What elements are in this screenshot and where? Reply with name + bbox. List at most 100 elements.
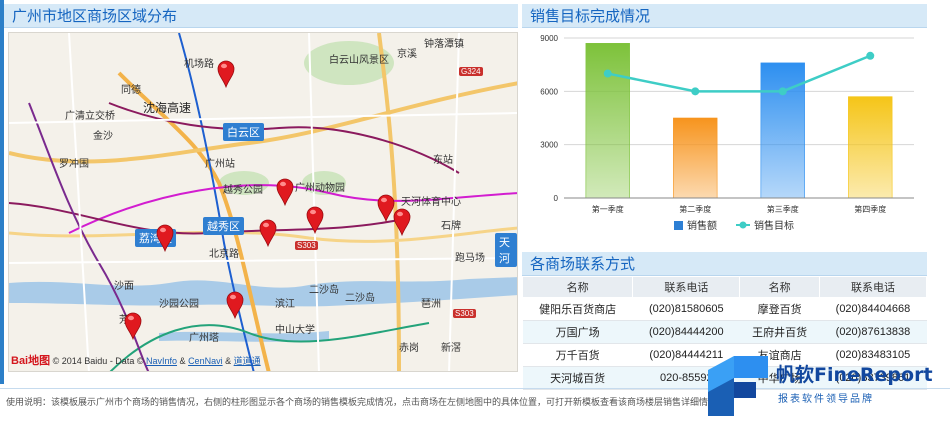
x-tick-label: 第二季度 — [679, 204, 711, 214]
map-attribution: Bai地图 © 2014 Baidu - Data © NavInfo & Ce… — [11, 352, 261, 368]
baidu-map-logo: Bai地图 — [11, 355, 51, 367]
phone-cell: (020)81580605 — [632, 297, 740, 321]
navinfo-link[interactable]: NavInfo — [145, 356, 178, 366]
map-place-label: 同德 — [121, 85, 141, 96]
map-place-label: 中山大学 — [275, 325, 315, 336]
mall-pin-icon[interactable] — [259, 219, 277, 248]
contact-table-header: 名称 联系电话 名称 联系电话 — [521, 276, 928, 298]
phone-cell: (020)84404668 — [819, 297, 927, 321]
road-number-tag: S303 — [295, 241, 318, 250]
target-point[interactable] — [778, 87, 787, 96]
target-point[interactable] — [603, 69, 612, 78]
map-panel-title: 广州市地区商场区域分布 — [4, 4, 518, 28]
map-place-label: 金沙 — [93, 131, 113, 142]
map-place-label: 天河体育中心 — [401, 197, 461, 208]
attribution-amp-2: & — [225, 356, 232, 366]
cennavi-link[interactable]: CenNavi — [188, 356, 223, 366]
table-row: 万千百货 (020)84444211 友谊商店 (020)83483105 — [522, 343, 927, 367]
map-roads — [9, 33, 517, 371]
left-accent-bar — [0, 0, 4, 384]
map-place-label: 罗冲围 — [59, 159, 89, 170]
finereport-brand: 帆软FineReport 报表软件领导品牌 — [704, 352, 936, 418]
map-place-label: 广清立交桥 — [65, 111, 115, 122]
map-place-label: 沈海高速 — [143, 101, 192, 115]
header-name-1: 名称 — [521, 276, 634, 298]
usage-instructions: 使用说明：该模板展示广州市个商场的销售情况，右侧的柱形图显示各个商场的销售模板完… — [6, 397, 727, 407]
map-place-label: 二沙岛 — [309, 285, 339, 296]
mall-pin-icon[interactable] — [217, 60, 235, 89]
footer: 使用说明：该模板展示广州市个商场的销售情况，右侧的柱形图显示各个商场的销售模板完… — [0, 388, 950, 421]
district-label: 越秀区 — [203, 217, 244, 235]
mall-pin-markers[interactable] — [9, 33, 518, 372]
mall-location-map[interactable]: 机场路 钟落潭镇 白云山风景区 京溪 同德 广清立交桥 沈海高速 金沙 罗冲围 广州站 越秀公园 广州… — [8, 32, 518, 372]
map-place-label: 京溪 — [397, 49, 417, 60]
y-tick-label: 6000 — [540, 87, 558, 96]
district-label: 白云区 — [223, 123, 264, 141]
daodaotong-link[interactable]: 道道通 — [233, 356, 261, 366]
mall-name-cell[interactable]: 健阳乐百货商店 — [522, 297, 633, 321]
sales-bar[interactable] — [848, 96, 893, 199]
mall-pin-icon[interactable] — [393, 208, 411, 237]
legend-line-marker — [739, 221, 747, 229]
map-place-label: 沙面 — [114, 281, 134, 292]
legend-target-label: 销售目标 — [754, 219, 794, 232]
map-place-label: 东站 — [433, 155, 453, 166]
map-place-label: 琶洲 — [421, 299, 441, 310]
phone-cell: (020)87613838 — [819, 320, 927, 344]
target-line — [607, 54, 871, 93]
brand-slogan: 报表软件领导品牌 — [778, 394, 874, 405]
district-label: 天河 — [495, 233, 517, 267]
map-place-label: 沙园公园 — [159, 299, 199, 310]
mall-name-cell[interactable]: 万千百货 — [522, 343, 633, 367]
mall-pin-icon[interactable] — [276, 178, 294, 207]
mall-pin-icon[interactable] — [226, 291, 244, 320]
mall-pin-icon[interactable] — [377, 194, 395, 223]
mall-name-cell[interactable]: 天河城百货 — [522, 366, 633, 390]
brand-name: 帆软FineReport — [776, 364, 933, 386]
attribution-amp-1: & — [179, 356, 186, 366]
header-phone-1: 联系电话 — [632, 276, 741, 298]
mall-name-cell[interactable]: 王府井百货 — [739, 320, 820, 344]
map-place-label: 广州站 — [205, 159, 235, 170]
map-place-label: 新滘 — [441, 343, 461, 354]
sales-bar[interactable] — [673, 117, 718, 199]
header-phone-2: 联系电话 — [818, 276, 928, 298]
mall-name-cell[interactable]: 摩登百货 — [739, 297, 820, 321]
map-place-label: 白云山风景区 — [329, 55, 389, 66]
phone-cell: (020)84444211 — [632, 343, 740, 367]
x-tick-label: 第三季度 — [767, 204, 799, 214]
y-tick-label: 3000 — [540, 141, 558, 150]
header-name-2: 名称 — [739, 276, 820, 298]
phone-cell: (020)84444200 — [632, 320, 740, 344]
phone-cell: (020)83483105 — [819, 343, 927, 367]
sales-bar[interactable] — [585, 43, 630, 199]
chart-panel-title: 销售目标完成情况 — [522, 4, 927, 28]
y-tick-label: 9000 — [540, 34, 558, 43]
legend-sales-label: 销售额 — [687, 219, 717, 232]
x-tick-label: 第一季度 — [592, 204, 624, 214]
map-place-label: 广州塔 — [189, 333, 219, 344]
target-point[interactable] — [691, 87, 700, 96]
map-place-label: 跑马场 — [455, 253, 485, 264]
map-place-label: 广州动物园 — [295, 183, 345, 194]
sales-bar[interactable] — [760, 62, 805, 199]
map-place-label: 赤岗 — [399, 343, 419, 354]
map-place-label: 越秀公园 — [223, 185, 263, 196]
road-number-tag: G324 — [459, 67, 483, 76]
mall-pin-icon[interactable] — [156, 224, 174, 253]
mall-name-cell[interactable]: 万国广场 — [522, 320, 633, 344]
table-row: 健阳乐百货商店 (020)81580605 摩登百货 (020)84404668 — [522, 297, 927, 321]
table-row: 万国广场 (020)84444200 王府井百货 (020)87613838 — [522, 320, 927, 344]
x-tick-label: 第四季度 — [854, 204, 886, 214]
map-place-label: 滨江 — [275, 299, 295, 310]
map-place-label: 机场路 — [184, 59, 214, 70]
map-place-label: 二沙岛 — [345, 293, 375, 304]
map-place-label: 钟落潭镇 — [424, 39, 464, 50]
y-tick-label: 0 — [554, 194, 559, 203]
map-place-label: 北京路 — [209, 249, 239, 260]
target-point[interactable] — [866, 51, 875, 60]
phone-cell: (020)83739861 — [819, 366, 927, 390]
mall-pin-icon[interactable] — [306, 206, 324, 235]
mall-pin-icon[interactable] — [124, 312, 142, 341]
